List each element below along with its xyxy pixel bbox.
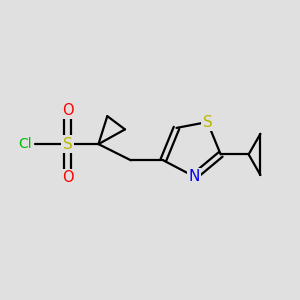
Text: Cl: Cl (19, 137, 32, 151)
Text: O: O (62, 103, 74, 118)
Text: S: S (63, 136, 72, 152)
Text: S: S (202, 115, 212, 130)
Text: O: O (62, 170, 74, 185)
Text: N: N (188, 169, 200, 184)
